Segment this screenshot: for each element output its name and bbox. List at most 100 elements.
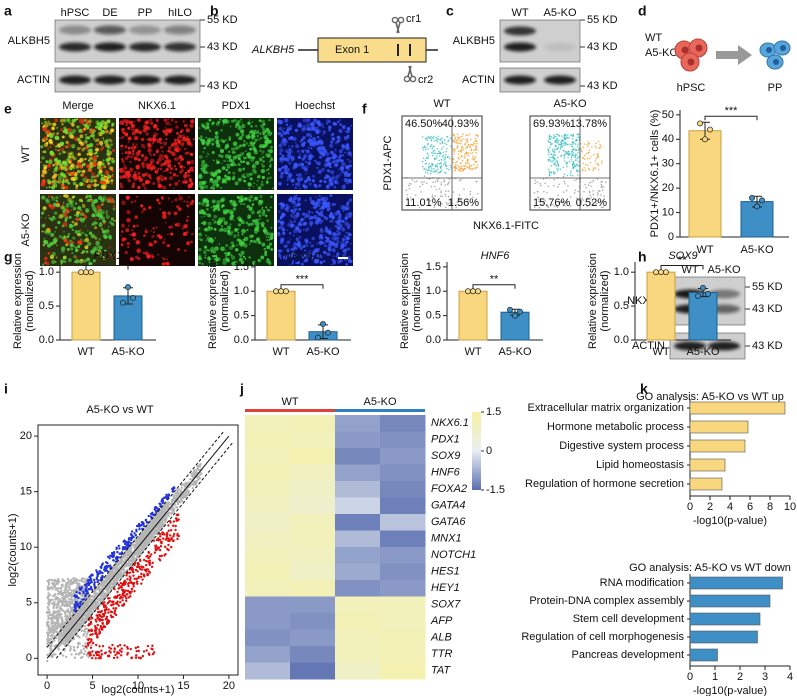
micrograph-cell (87, 167, 93, 173)
micrograph-cell (201, 124, 205, 128)
flow-event (594, 160, 596, 162)
scatter-point (71, 607, 74, 611)
micrograph-cell (167, 118, 170, 121)
micrograph-cell (344, 221, 348, 225)
micrograph-cell (175, 148, 180, 153)
flow-event (452, 148, 454, 150)
micrograph-cell (71, 252, 74, 255)
micrograph-cell (318, 194, 321, 198)
micrograph-cell (62, 221, 68, 227)
micrograph-cell (82, 147, 86, 150)
micrograph-cell (305, 134, 309, 138)
blot-band (504, 26, 536, 36)
flow-event (463, 153, 466, 155)
micrograph-cell (346, 143, 350, 147)
micrograph-cell (85, 170, 88, 173)
micrograph-cell (225, 209, 230, 214)
micrograph-cell (330, 219, 334, 223)
micrograph-cell (82, 123, 85, 126)
micrograph-cell (202, 169, 207, 174)
flow-event (439, 151, 442, 154)
flow-event (592, 190, 595, 192)
micrograph-cell (157, 253, 160, 256)
micrograph-cell (110, 182, 114, 185)
micrograph-cell (198, 247, 202, 252)
micrograph-cell (237, 223, 242, 227)
flow-event (547, 153, 550, 156)
micrograph-cell (67, 197, 72, 203)
flow-event (472, 167, 475, 170)
micrograph-cell (108, 138, 111, 140)
flow-event (601, 185, 603, 187)
micrograph-cell (93, 138, 96, 141)
blot-band (674, 341, 706, 351)
micrograph-cell (310, 244, 314, 248)
flow-event (583, 143, 586, 145)
micrograph-cell (62, 201, 65, 204)
marker-label: 43 KD (752, 303, 783, 315)
micrograph-cell (131, 184, 136, 189)
micrograph-cell (70, 173, 74, 177)
micrograph-cell (105, 185, 107, 188)
micrograph-cell (327, 125, 332, 130)
micrograph-cell (254, 129, 257, 132)
scatter-point (70, 653, 73, 656)
micrograph-cell (297, 200, 300, 203)
micrograph-cell (280, 121, 284, 124)
micrograph-cell (277, 119, 282, 125)
micrograph-cell (225, 254, 228, 257)
micrograph-cell (285, 130, 289, 135)
micrograph-cell (124, 156, 129, 161)
flow-event (440, 161, 442, 164)
flow-event (438, 155, 441, 157)
y-axis-label: PDX1+/NKX6.1+ cells (%) (649, 110, 661, 238)
micrograph-cell (305, 230, 308, 232)
flow-event (438, 150, 440, 153)
flow-event (449, 145, 452, 148)
panel-label: a (4, 3, 12, 19)
scatter-point (80, 629, 83, 633)
micrograph-cell (44, 261, 48, 265)
micrograph-cell (237, 231, 240, 234)
flow-event (463, 168, 465, 170)
cell-nucleus (687, 58, 695, 66)
flow-event (567, 150, 570, 153)
flow-event (406, 193, 408, 196)
micrograph-cell (236, 195, 240, 199)
flow-event (464, 142, 467, 145)
y-axis-label: (normalized) (411, 270, 423, 331)
micrograph-cell (82, 212, 86, 216)
micrograph-cell (330, 166, 333, 168)
scatter-point (51, 624, 54, 627)
flow-event (561, 135, 563, 137)
scatter-point (69, 645, 72, 648)
scatter-point (58, 610, 61, 614)
micrograph-cell (256, 179, 259, 182)
panel-label: c (446, 3, 454, 19)
micrograph-cell (57, 175, 63, 181)
micrograph-cell (303, 141, 305, 144)
micrograph-cell (308, 137, 311, 141)
micrograph-cell (254, 124, 258, 128)
micrograph-cell (324, 251, 327, 254)
flow-event (426, 156, 428, 159)
micrograph-cell (261, 164, 265, 168)
flow-event (574, 189, 577, 192)
micrograph-cell (217, 169, 222, 174)
micrograph-cell (144, 230, 148, 234)
micrograph-cell (219, 148, 225, 154)
micrograph-cell (125, 174, 130, 179)
scatter-point (90, 644, 93, 647)
micrograph-cell (63, 150, 66, 153)
flow-event (440, 138, 442, 141)
micrograph-cell (51, 259, 56, 264)
micrograph-cell (86, 257, 91, 262)
micrograph-cell (185, 128, 190, 133)
micrograph-cell (233, 234, 237, 238)
scatter-point (63, 604, 67, 607)
micrograph-cell (330, 134, 333, 137)
micrograph-cell (163, 154, 168, 158)
micrograph-cell (341, 125, 346, 130)
micrograph-cell (240, 125, 244, 129)
micrograph-cell (286, 205, 290, 210)
